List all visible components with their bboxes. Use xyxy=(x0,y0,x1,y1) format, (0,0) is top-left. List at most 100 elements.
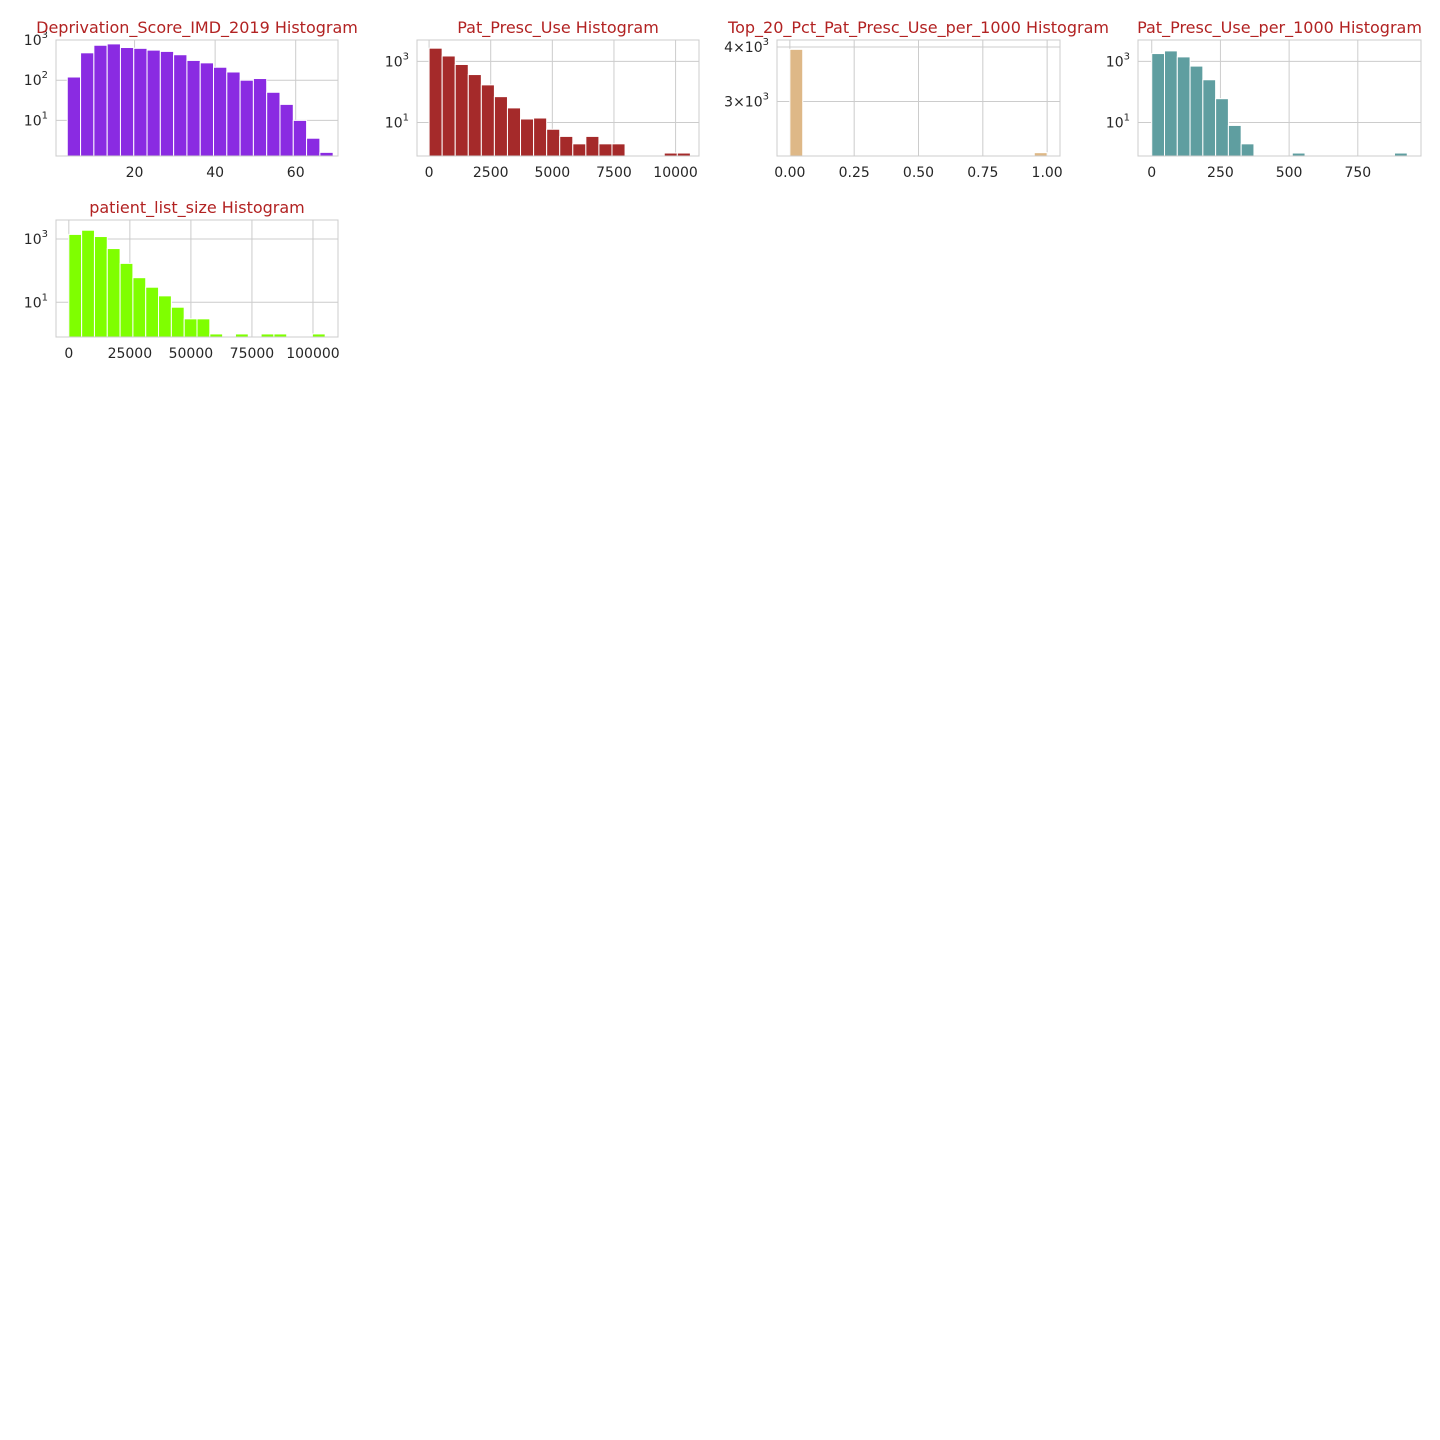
histogram-bar xyxy=(66,76,82,157)
y-tick-label: 101 xyxy=(1106,112,1130,131)
x-tick-label: 2500 xyxy=(473,165,509,181)
x-tick-label: 7500 xyxy=(596,165,632,181)
plot-frame xyxy=(55,219,339,338)
y-tick-label: 103 xyxy=(385,51,409,70)
y-tick-label: 101 xyxy=(385,112,409,131)
x-tick-label: 500 xyxy=(1276,165,1303,181)
histogram-bar xyxy=(319,151,334,157)
x-tick-label: 750 xyxy=(1344,165,1371,181)
y-tick-label: 102 xyxy=(24,70,48,89)
histogram-bar xyxy=(173,54,188,157)
histogram-bar xyxy=(239,79,254,157)
histogram-bar xyxy=(306,137,321,157)
histogram-bar xyxy=(133,47,148,157)
y-tick-label: 101 xyxy=(24,110,48,129)
histogram-bar xyxy=(1227,124,1242,157)
subplot-5: 0 25000 50000 75000 100000 101 103 patient_list… xyxy=(24,198,340,362)
histogram-bar xyxy=(1215,98,1229,157)
chart-title: Deprivation_Score_IMD_2019 Histogram xyxy=(36,18,358,38)
histogram-bar xyxy=(572,143,587,157)
histogram-bar xyxy=(611,143,626,157)
histogram-bar xyxy=(279,103,294,157)
histogram-bar xyxy=(213,66,228,157)
x-tick-label: 0.25 xyxy=(839,165,870,181)
histogram-bar xyxy=(186,59,201,157)
x-tick-label: 0.75 xyxy=(967,165,998,181)
x-tick-label: 60 xyxy=(287,165,305,181)
histogram-bar xyxy=(252,78,268,157)
histogram-bar xyxy=(546,128,561,157)
y-tick-label: 3×103 xyxy=(724,91,769,110)
histogram-bar xyxy=(428,47,443,157)
histogram-bar xyxy=(480,84,495,157)
histogram-bar xyxy=(68,233,83,338)
histogram-bar xyxy=(106,43,121,157)
plot-frame xyxy=(416,39,700,157)
histogram-bar xyxy=(559,135,574,157)
histogram-bar xyxy=(1189,65,1204,157)
histogram-bar xyxy=(454,63,469,157)
chart-title: Pat_Presc_Use_per_1000 Histogram xyxy=(1137,18,1422,38)
histogram-bar xyxy=(493,96,508,157)
histogram-bar xyxy=(1240,143,1255,157)
subplot-1: 20 40 60 101 102 103Deprivation_Score_IMD_201… xyxy=(24,18,358,181)
histogram-bar xyxy=(93,236,108,338)
chart-title: patient_list_size Histogram xyxy=(89,198,305,218)
histogram-bar xyxy=(158,295,172,338)
x-tick-label: 10000 xyxy=(653,165,698,181)
histogram-bar xyxy=(585,135,600,157)
histogram-bar xyxy=(81,229,95,338)
histogram-bar xyxy=(520,118,535,157)
histogram-bar xyxy=(292,119,308,157)
histogram-bar xyxy=(598,143,613,157)
histogram-bar xyxy=(132,277,147,338)
histogram-bar xyxy=(159,50,175,157)
histogram-bar xyxy=(1033,152,1048,157)
x-tick-label: 40 xyxy=(206,165,224,181)
x-tick-label: 5000 xyxy=(535,165,571,181)
plot-frame xyxy=(776,39,1061,157)
histogram-bar xyxy=(1151,53,1166,157)
x-tick-label: 25000 xyxy=(108,346,153,362)
x-tick-label: 0 xyxy=(64,346,73,362)
histogram-bar xyxy=(106,248,121,338)
histogram-bar xyxy=(146,49,161,157)
chart-title: Pat_Presc_Use Histogram xyxy=(457,18,659,38)
x-tick-label: 1.00 xyxy=(1032,165,1063,181)
y-tick-label: 103 xyxy=(24,30,48,49)
subplot-2: 0 2500 5000 7500 10000 101 103 Pat_Presc_Use Hi… xyxy=(385,18,700,181)
histogram-bar xyxy=(533,117,548,157)
histogram-bar xyxy=(199,62,215,157)
x-tick-label: 0 xyxy=(1147,165,1156,181)
histogram-bar xyxy=(1202,79,1217,157)
histogram-bar xyxy=(1164,50,1178,157)
x-tick-label: 50000 xyxy=(169,346,214,362)
y-tick-label: 103 xyxy=(24,229,48,248)
x-tick-label: 0 xyxy=(425,165,434,181)
histogram-bar xyxy=(266,91,281,157)
plot-frame xyxy=(55,39,339,157)
x-tick-label: 75000 xyxy=(230,346,275,362)
histogram-bar xyxy=(183,318,198,338)
histogram-bar xyxy=(441,55,456,157)
chart-title: Top_20_Pct_Pat_Presc_Use_per_1000 Histog… xyxy=(727,18,1109,38)
x-tick-label: 0.00 xyxy=(774,165,805,181)
plot-frame xyxy=(1137,39,1422,157)
subplot-3: 0.00 0.25 0.50 0.75 1.00 3×103 4×103Top_20_Pct… xyxy=(724,18,1109,181)
x-tick-label: 100000 xyxy=(286,346,339,362)
histogram-bar xyxy=(80,52,95,157)
histogram-bar xyxy=(119,47,135,157)
y-tick-label: 103 xyxy=(1106,51,1130,70)
histogram-bar xyxy=(196,318,211,338)
subplot-4: 0 250 500 750 101 103 Pat_Presc_Use_per_1000 H… xyxy=(1106,18,1422,181)
histogram-bar xyxy=(170,306,185,338)
histogram-bar xyxy=(119,262,134,338)
histogram-bar xyxy=(789,48,804,157)
histogram-bar xyxy=(226,71,241,157)
histogram-bar xyxy=(145,286,160,338)
histogram-bar xyxy=(467,74,482,157)
x-tick-label: 250 xyxy=(1207,165,1234,181)
histogram-bar xyxy=(93,44,108,157)
histogram-bar xyxy=(506,107,522,157)
